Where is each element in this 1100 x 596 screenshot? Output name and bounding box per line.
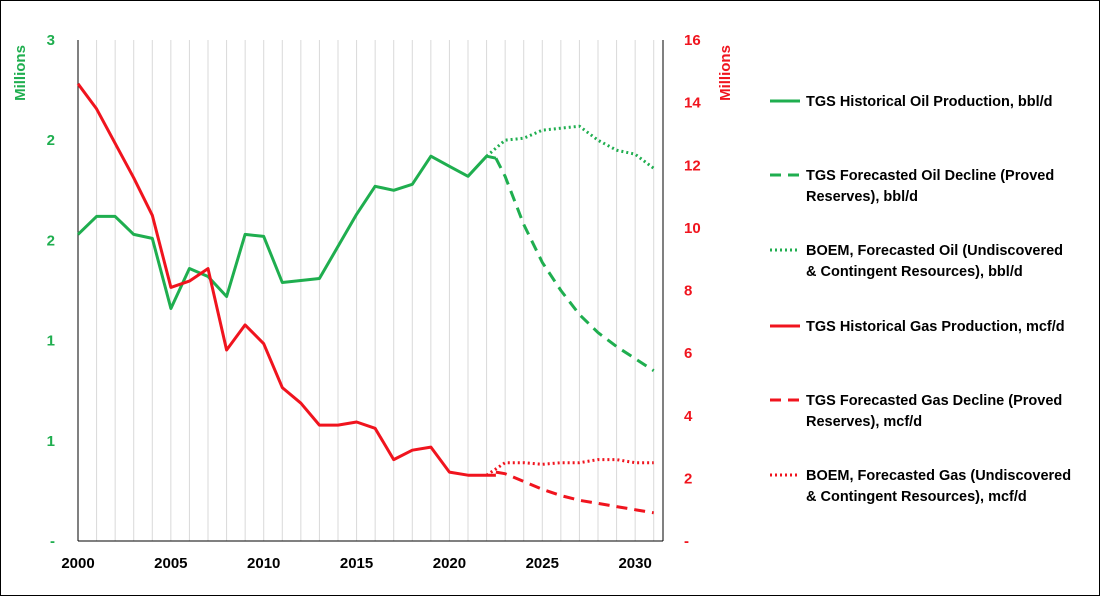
- x-tick-label: 2030: [618, 555, 651, 572]
- x-tick-label: 2025: [526, 555, 559, 572]
- legend-label-5: TGS Forecasted Gas Decline (Proved Reserv…: [806, 393, 1062, 430]
- right-y-tick-label: 8: [684, 283, 692, 300]
- series-line-3: [485, 124, 655, 170]
- legend-label-3: BOEM, Forecasted Oil (Undiscovered & Cont…: [806, 243, 1063, 280]
- series-line-4: [76, 82, 496, 477]
- series-lines: [76, 82, 655, 515]
- left-y-tick-label: 1: [47, 333, 55, 350]
- vertical-gridlines: [77, 40, 655, 541]
- left-y-tick-label: 2: [47, 232, 55, 249]
- series-line-6: [485, 458, 654, 477]
- series-line-1: [76, 154, 497, 310]
- x-tick-label: 2000: [61, 555, 94, 572]
- series-line-2: [494, 157, 655, 372]
- axes: [77, 40, 664, 542]
- right-y-tick-label: 4: [684, 408, 693, 425]
- left-y-tick-label: 2: [47, 132, 55, 149]
- legend-label-1: TGS Historical Oil Production, bbl/d: [806, 94, 1053, 110]
- right-y-tick-label: 12: [684, 157, 701, 174]
- series-line-5: [495, 470, 654, 515]
- x-tick-label: 2020: [433, 555, 466, 572]
- x-tick-label: 2005: [154, 555, 187, 572]
- right-y-tick-label: -: [684, 533, 689, 550]
- right-y-tick-label: 6: [684, 345, 692, 362]
- tick-labels: 2000 2005 2010 2015 2020 2025 2030-11223-24681…: [47, 32, 702, 572]
- legend-label-4: TGS Historical Gas Production, mcf/d: [806, 319, 1065, 335]
- legend: TGS Historical Oil Production, bbl/d TGS …: [770, 94, 1071, 505]
- left-axis-title: Millions: [12, 45, 29, 101]
- right-y-tick-label: 16: [684, 32, 701, 49]
- left-y-tick-label: -: [50, 533, 55, 550]
- right-y-tick-label: 10: [684, 220, 701, 237]
- right-axis-title: Millions: [717, 45, 734, 101]
- right-y-tick-label: 2: [684, 470, 692, 487]
- left-y-tick-label: 1: [47, 433, 55, 450]
- left-y-tick-label: 3: [47, 32, 55, 49]
- legend-label-2: TGS Forecasted Oil Decline (Proved Reserv…: [806, 168, 1054, 205]
- legend-label-6: BOEM, Forecasted Gas (Undiscovered & Cont…: [806, 468, 1071, 505]
- x-tick-label: 2015: [340, 555, 373, 572]
- right-y-tick-label: 14: [684, 95, 701, 112]
- x-tick-label: 2010: [247, 555, 280, 572]
